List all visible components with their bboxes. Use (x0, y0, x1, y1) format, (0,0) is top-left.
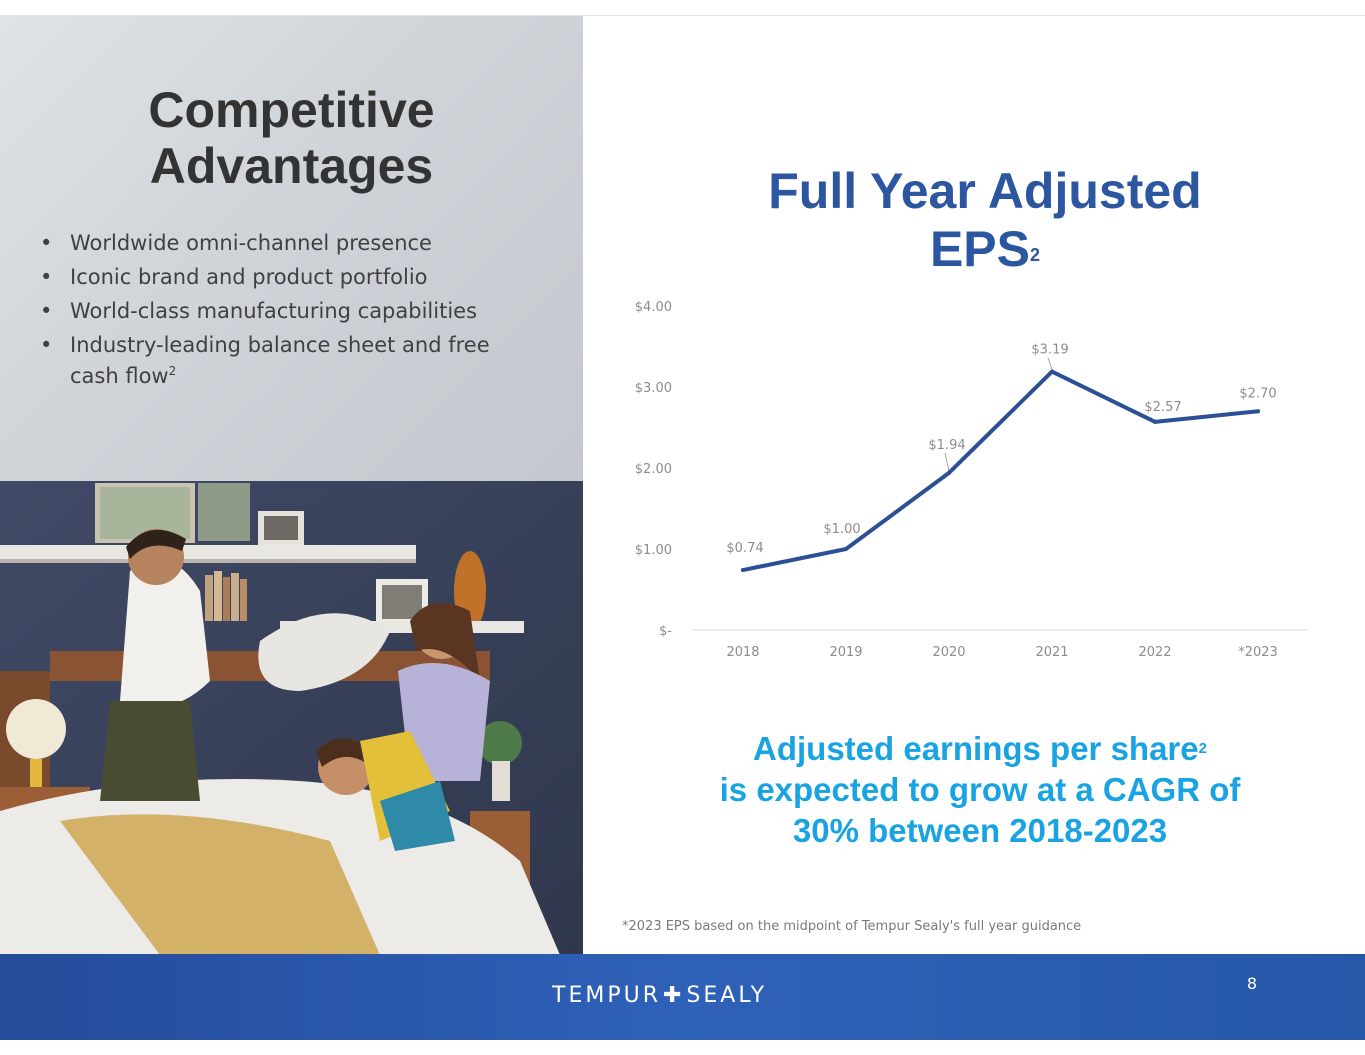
list-item: Worldwide omni-channel presence (38, 226, 558, 260)
section-title: Competitive Advantages (0, 82, 583, 194)
footnote-marker: 2 (168, 364, 177, 378)
data-label: $2.70 (1239, 386, 1276, 401)
eps-series-points (741, 369, 1260, 573)
data-labels: $0.74 $1.00 $1.94 $3.19 $2.57 $2.70 (726, 343, 1276, 556)
list-item: Iconic brand and product portfolio (38, 260, 558, 294)
cagr-callout: Adjusted earnings per share2 is expected… (680, 728, 1280, 851)
y-tick-label: $- (659, 624, 672, 639)
list-item-cont-text: cash flow (70, 364, 169, 388)
callout-line3: 30% between 2018-2023 (792, 812, 1168, 849)
list-item-text: Iconic brand and product portfolio (70, 265, 428, 289)
data-point (1153, 419, 1157, 424)
data-label: $0.74 (726, 541, 763, 556)
logo-text-right: SEALY (686, 983, 768, 1008)
x-tick-label: *2023 (1238, 645, 1278, 660)
callout-footnote-marker: 2 (1198, 740, 1207, 757)
page-number: 8 (1246, 974, 1258, 993)
eps-series-line (741, 369, 1260, 573)
list-item: World-class manufacturing capabilities (38, 294, 558, 328)
data-label: $3.19 (1031, 343, 1068, 358)
x-tick-label: 2018 (726, 645, 759, 660)
x-tick-label: 2021 (1035, 645, 1068, 660)
y-tick-label: $3.00 (635, 381, 672, 396)
eps-line-chart: $-$1.00$2.00$3.00$4.00 2018 2019 2020 2021 2… (635, 300, 1308, 660)
section-title-line1: Competitive (148, 82, 435, 138)
y-axis: $- $1.00 $2.00 $3.00 $4.00 (635, 300, 673, 639)
data-point (844, 547, 848, 551)
data-label: $1.94 (928, 438, 965, 453)
callout-line1: Adjusted earnings per share (753, 730, 1199, 767)
chart-title: Full Year Adjusted EPS2 (700, 162, 1270, 278)
data-point (947, 470, 951, 475)
data-label-leader (944, 452, 950, 471)
photo-illustration (0, 481, 583, 955)
chart-title-line2: EPS (929, 221, 1031, 277)
list-item-text: Industry-leading balance sheet and free (70, 333, 490, 357)
top-rule (0, 15, 1365, 16)
y-tick-label: $2.00 (635, 462, 672, 477)
list-item-text: Worldwide omni-channel presence (70, 231, 432, 255)
family-bedroom-photo (0, 481, 583, 955)
chart-title-line1: Full Year Adjusted (768, 163, 1202, 219)
list-item-continuation: cash flow2 (70, 358, 558, 389)
data-label-leader (1047, 357, 1053, 370)
y-tick-label: $4.00 (635, 300, 672, 315)
callout-line2: is expected to grow at a CAGR of (719, 771, 1241, 808)
logo-plus-icon: ✚ (662, 983, 685, 1008)
data-label: $1.00 (823, 522, 860, 537)
x-tick-label: 2019 (829, 645, 862, 660)
tempur-sealy-logo: TEMPUR✚SEALY (552, 983, 767, 1008)
logo-text-left: TEMPUR (552, 983, 661, 1008)
data-label: $2.57 (1144, 400, 1181, 415)
guidance-footnote: *2023 EPS based on the midpoint of Tempu… (622, 919, 1082, 934)
y-tick-label: $1.00 (635, 543, 672, 558)
footer-bar (0, 954, 1365, 1040)
data-point (1050, 369, 1054, 374)
section-title-line2: Advantages (149, 138, 434, 194)
data-label-leaders (944, 357, 1053, 471)
advantages-list: Worldwide omni-channel presence Iconic b… (38, 226, 558, 389)
x-tick-label: 2020 (932, 645, 965, 660)
list-item: Industry-leading balance sheet and free … (38, 328, 558, 389)
x-axis: 2018 2019 2020 2021 2022 *2023 (726, 645, 1277, 660)
data-point (1256, 409, 1260, 414)
x-tick-label: 2022 (1138, 645, 1171, 660)
list-item-text: World-class manufacturing capabilities (70, 299, 478, 323)
chart-title-footnote-marker: 2 (1030, 245, 1041, 265)
data-point (741, 568, 745, 573)
